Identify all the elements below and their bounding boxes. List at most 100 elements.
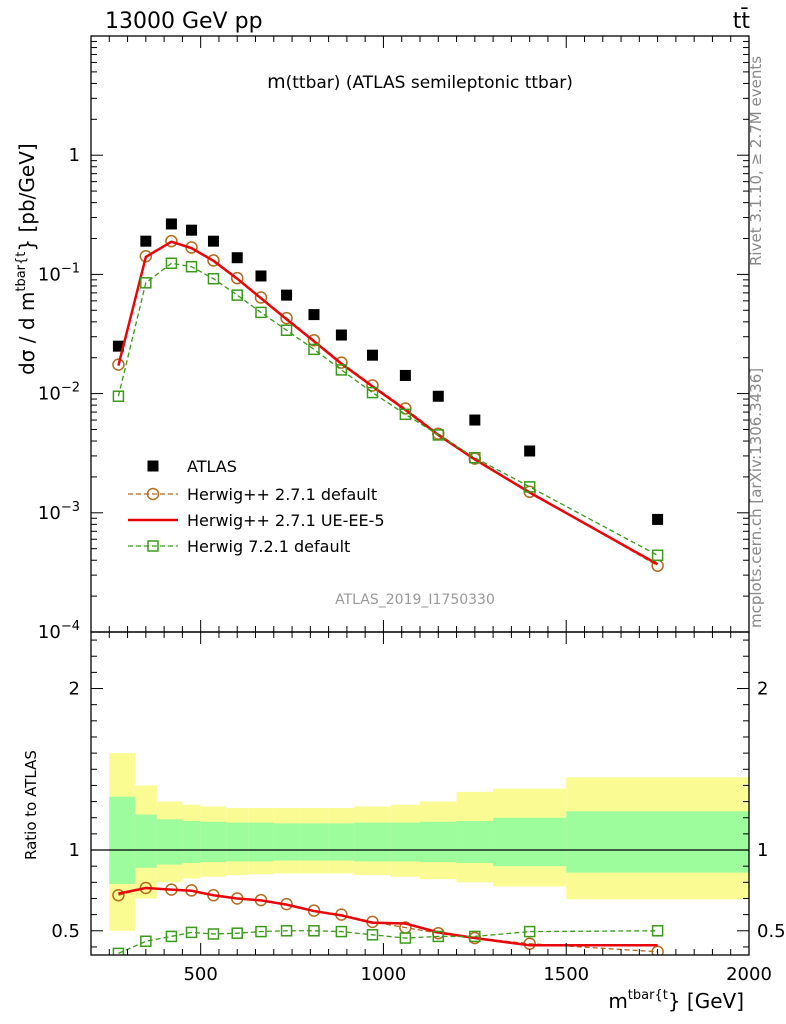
ratio-series-2-point-1 <box>140 935 152 948</box>
main-series-3-point-7 <box>280 324 293 336</box>
main-series-1-point-6 <box>254 291 268 304</box>
main-series-2-line <box>117 240 659 566</box>
ratio-band-inner-1 <box>134 814 157 868</box>
ratio-y-tick-label-left-1: 1 <box>69 840 80 861</box>
main-series-1-point-4 <box>207 254 220 267</box>
main-series-0-point-15 <box>652 513 664 525</box>
main-series-3-point-9 <box>335 364 348 376</box>
x-tick-label-3: 2000 <box>726 964 772 985</box>
main-series-0-point-5 <box>231 252 243 264</box>
main-series-3-point-11 <box>399 408 412 421</box>
ratio-band-inner-10 <box>354 822 391 862</box>
main-series-0-point-6 <box>255 270 267 282</box>
analysis-id-label: ATLAS_2019_I1750330 <box>335 592 495 608</box>
mcplots-label: mcplots.cern.ch [arXiv:1306.3436] <box>747 368 765 628</box>
ratio-band-inner-7 <box>273 823 300 861</box>
x-tick-label-1: 1000 <box>361 964 407 985</box>
main-series-3-point-1 <box>140 277 152 289</box>
main-series-1-point-9 <box>335 356 348 369</box>
main-series-3-point-4 <box>207 272 220 285</box>
main-y-tick-label-3: 10−3 <box>38 500 80 524</box>
main-series-3-point-12 <box>432 429 445 441</box>
main-series-1-point-11 <box>399 402 412 415</box>
main-series-3-point-5 <box>231 289 243 301</box>
ratio-y-tick-label-left-2: 2 <box>69 679 80 700</box>
rivet-version-label: Rivet 3.1.10, ≥ 2.7M events <box>747 56 765 266</box>
main-series-0-point-3 <box>186 224 198 236</box>
legend-label-3: Herwig 7.2.1 default <box>187 537 350 556</box>
main-series-1-point-5 <box>230 271 244 285</box>
main-series-1-point-0 <box>112 358 125 371</box>
main-y-axis-label: dσ / d mtbar{t} [pb/GeV] <box>14 143 39 375</box>
ratio-series-2-point-6 <box>255 925 267 938</box>
main-series-0-point-1 <box>140 235 152 247</box>
ratio-series-2-point-14 <box>523 925 536 938</box>
main-series-1-point-7 <box>280 311 293 325</box>
ratio-series-2-point-0 <box>112 947 125 955</box>
main-series-0-point-2 <box>165 218 177 230</box>
ratio-band-inner-12 <box>420 821 457 863</box>
ratio-band-inner-0 <box>109 796 135 884</box>
main-series-0-point-8 <box>308 309 320 321</box>
main-series-0-point-10 <box>366 349 378 361</box>
legend-label-1: Herwig++ 2.7.1 default <box>187 485 377 504</box>
ratio-band-inner-4 <box>200 821 227 863</box>
main-y-tick-label-4: 10−4 <box>38 619 80 643</box>
ratio-series-0-point-0 <box>112 888 125 902</box>
ratio-series-2-point-10 <box>366 929 379 941</box>
ratio-series-2-point-12 <box>432 930 445 943</box>
ratio-series-2-point-2 <box>165 930 178 943</box>
legend: ATLAS Herwig++ 2.7.1 default Herwig++ 2.7.… <box>128 457 385 556</box>
legend-marker-1 <box>146 487 160 501</box>
ratio-band-inner-11 <box>390 822 420 862</box>
main-plot-area <box>90 35 750 633</box>
main-series-3-point-2 <box>165 257 178 270</box>
ratio-plot-area <box>91 753 749 955</box>
x-tick-label-0: 500 <box>183 964 217 985</box>
legend-label-0: ATLAS <box>187 457 237 476</box>
main-series-3-point-6 <box>255 306 267 319</box>
ratio-series-2-point-4 <box>207 928 220 940</box>
ratio-band-inner-8 <box>299 823 329 861</box>
main-series-3-point-10 <box>366 386 379 399</box>
main-y-tick-label-1: 10−1 <box>38 261 80 285</box>
main-series-3-point-8 <box>308 343 320 356</box>
ratio-y-tick-label-right-2: 2 <box>757 679 768 700</box>
main-series-3-point-13 <box>469 451 481 464</box>
header-final-state: tt̄ <box>733 8 751 34</box>
ratio-band-inner-15 <box>566 811 749 873</box>
main-series-0-point-9 <box>335 329 347 341</box>
main-series-0-point-14 <box>524 445 536 457</box>
main-y-tick-label-2: 10−2 <box>38 381 80 405</box>
main-series-0-point-11 <box>399 369 411 381</box>
ratio-band-inner-3 <box>182 820 201 863</box>
ratio-series-2-point-13 <box>469 930 481 943</box>
x-axis-label: mtbar{t} [GeV] <box>608 988 744 1013</box>
x-tick-label-2: 1500 <box>543 964 589 985</box>
ratio-series-2-line <box>118 930 658 954</box>
main-series-1-point-8 <box>307 334 321 347</box>
main-series-3-point-14 <box>523 481 536 493</box>
ratio-series-2-point-5 <box>231 927 243 939</box>
main-series-0-point-4 <box>207 235 219 247</box>
ratio-band-inner-6 <box>248 822 274 862</box>
main-plot-title: m(ttbar) (ATLAS semileptonic ttbar) <box>267 71 573 93</box>
main-series-0-point-0 <box>112 340 124 352</box>
ratio-y-tick-label-left-0: 0.5 <box>51 921 80 942</box>
ratio-series-2-point-8 <box>308 925 320 937</box>
main-series-0-point-12 <box>432 390 444 402</box>
main-series-3-point-15 <box>651 549 664 562</box>
ratio-y-axis-label: Ratio to ATLAS <box>22 750 40 860</box>
ratio-y-tick-label-right-0: 0.5 <box>757 921 786 942</box>
ratio-series-2-point-3 <box>185 926 198 939</box>
ratio-series-2-point-15 <box>651 925 664 937</box>
ratio-series-2-point-11 <box>399 932 412 944</box>
ratio-band-inner-9 <box>328 823 355 861</box>
main-series-1-point-10 <box>366 379 379 392</box>
legend-marker-0 <box>147 460 159 472</box>
ratio-series-2-point-9 <box>335 925 348 938</box>
ratio-band-inner-14 <box>493 817 567 867</box>
main-series-3-line <box>117 262 658 556</box>
legend-label-2: Herwig++ 2.7.1 UE-EE-5 <box>187 511 385 530</box>
main-series-0-point-13 <box>469 414 481 426</box>
